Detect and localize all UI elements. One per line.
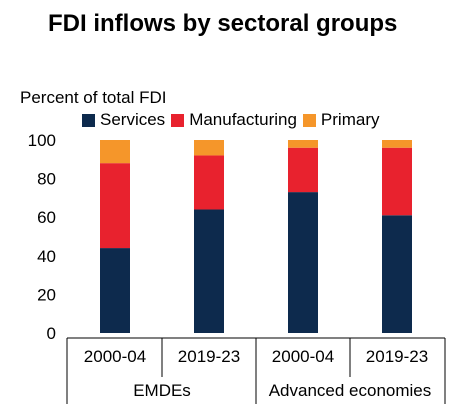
legend: Services Manufacturing Primary xyxy=(82,110,385,130)
y-tick-label-20: 20 xyxy=(37,285,56,304)
bar-segment-manufacturing-2 xyxy=(288,147,318,193)
bar-segment-services-3 xyxy=(382,215,412,333)
bar-segment-services-1 xyxy=(194,209,224,333)
legend-swatch-primary xyxy=(302,113,316,127)
bar-segment-manufacturing-1 xyxy=(194,155,224,210)
bar-segment-primary-1 xyxy=(194,140,224,156)
x-tick-label-0: 2000-04 xyxy=(84,347,146,366)
bar-segment-primary-3 xyxy=(382,140,412,148)
bar-segment-manufacturing-3 xyxy=(382,147,412,216)
bar-segment-services-2 xyxy=(288,192,318,333)
y-tick-label-60: 60 xyxy=(37,208,56,227)
y-tick-label-100: 100 xyxy=(28,131,56,150)
legend-item-manufacturing: Manufacturing xyxy=(171,110,297,130)
legend-item-primary: Primary xyxy=(302,110,380,130)
legend-swatch-manufacturing xyxy=(171,113,185,127)
legend-item-services: Services xyxy=(82,110,165,130)
group-label-1: Advanced economies xyxy=(269,381,432,400)
legend-swatch-services xyxy=(82,113,95,127)
bar-segment-primary-0 xyxy=(100,140,130,164)
y-tick-label-0: 0 xyxy=(47,324,56,343)
bar-segment-manufacturing-0 xyxy=(100,163,130,249)
legend-label-services: Services xyxy=(100,110,166,129)
chart-title: FDI inflows by sectoral groups xyxy=(48,10,398,37)
group-label-0: EMDEs xyxy=(133,381,191,400)
legend-label-manufacturing: Manufacturing xyxy=(189,110,297,129)
x-tick-label-3: 2019-23 xyxy=(366,347,428,366)
x-tick-label-2: 2000-04 xyxy=(272,347,334,366)
y-tick-label-40: 40 xyxy=(37,247,56,266)
y-tick-label-80: 80 xyxy=(37,170,56,189)
y-axis-label: Percent of total FDI xyxy=(20,88,167,107)
bar-segment-primary-2 xyxy=(288,140,318,148)
legend-label-primary: Primary xyxy=(320,110,380,129)
bar-segment-services-0 xyxy=(100,248,130,333)
x-tick-label-1: 2019-23 xyxy=(178,347,240,366)
